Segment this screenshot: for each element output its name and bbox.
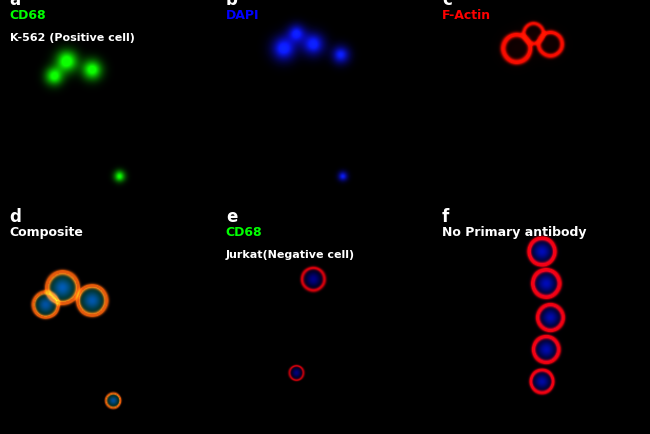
Text: CD68: CD68	[226, 226, 263, 239]
Text: CD68: CD68	[10, 9, 46, 22]
Text: Composite: Composite	[10, 226, 83, 239]
Text: b: b	[226, 0, 238, 9]
Text: DAPI: DAPI	[226, 9, 259, 22]
Text: K-562 (Positive cell): K-562 (Positive cell)	[10, 33, 135, 43]
Text: c: c	[442, 0, 452, 9]
Text: d: d	[10, 208, 21, 226]
Text: f: f	[442, 208, 449, 226]
Text: a: a	[10, 0, 21, 9]
Text: F-Actin: F-Actin	[442, 9, 491, 22]
Text: e: e	[226, 208, 237, 226]
Text: No Primary antibody: No Primary antibody	[442, 226, 586, 239]
Text: Jurkat(Negative cell): Jurkat(Negative cell)	[226, 250, 355, 260]
